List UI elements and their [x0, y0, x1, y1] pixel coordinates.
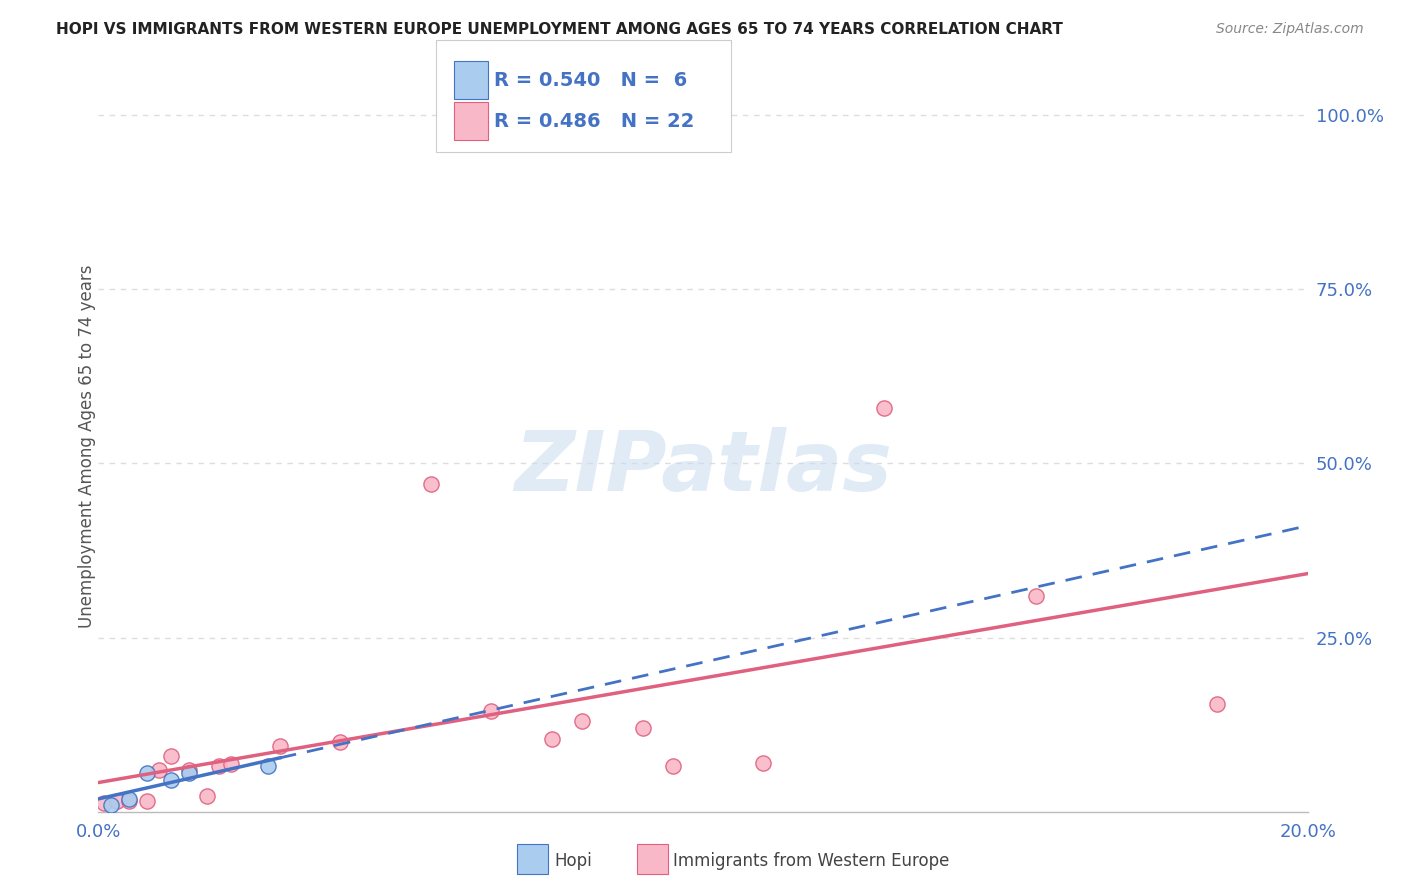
Point: [118, 794, 141, 808]
Point: [1206, 697, 1229, 711]
Text: ZIPatlas: ZIPatlas: [515, 427, 891, 508]
Point: [662, 759, 685, 773]
Point: [256, 759, 278, 773]
Y-axis label: Unemployment Among Ages 65 to 74 years: Unemployment Among Ages 65 to 74 years: [79, 264, 96, 628]
Point: [208, 759, 231, 773]
Point: [1024, 589, 1046, 603]
Point: [752, 756, 775, 770]
Point: [195, 789, 218, 804]
Point: [93, 797, 115, 811]
Text: R = 0.486   N = 22: R = 0.486 N = 22: [494, 112, 695, 130]
Point: [329, 735, 352, 749]
Point: [135, 766, 157, 780]
Point: [135, 794, 157, 808]
Text: Hopi: Hopi: [554, 852, 592, 870]
Point: [221, 757, 243, 772]
Point: [118, 792, 141, 806]
Text: Source: ZipAtlas.com: Source: ZipAtlas.com: [1216, 22, 1364, 37]
Point: [420, 477, 443, 491]
Point: [873, 401, 896, 415]
Point: [148, 763, 170, 777]
Point: [160, 749, 183, 764]
Point: [105, 794, 128, 808]
Point: [540, 731, 562, 746]
Point: [481, 704, 503, 718]
Text: HOPI VS IMMIGRANTS FROM WESTERN EUROPE UNEMPLOYMENT AMONG AGES 65 TO 74 YEARS CO: HOPI VS IMMIGRANTS FROM WESTERN EUROPE U…: [56, 22, 1063, 37]
Text: Immigrants from Western Europe: Immigrants from Western Europe: [673, 852, 950, 870]
Point: [269, 739, 291, 753]
Point: [100, 797, 122, 812]
Point: [631, 721, 654, 735]
Text: R = 0.540   N =  6: R = 0.540 N = 6: [494, 70, 686, 89]
Point: [160, 773, 183, 788]
Point: [179, 763, 201, 777]
Point: [179, 766, 201, 780]
Point: [571, 714, 593, 728]
